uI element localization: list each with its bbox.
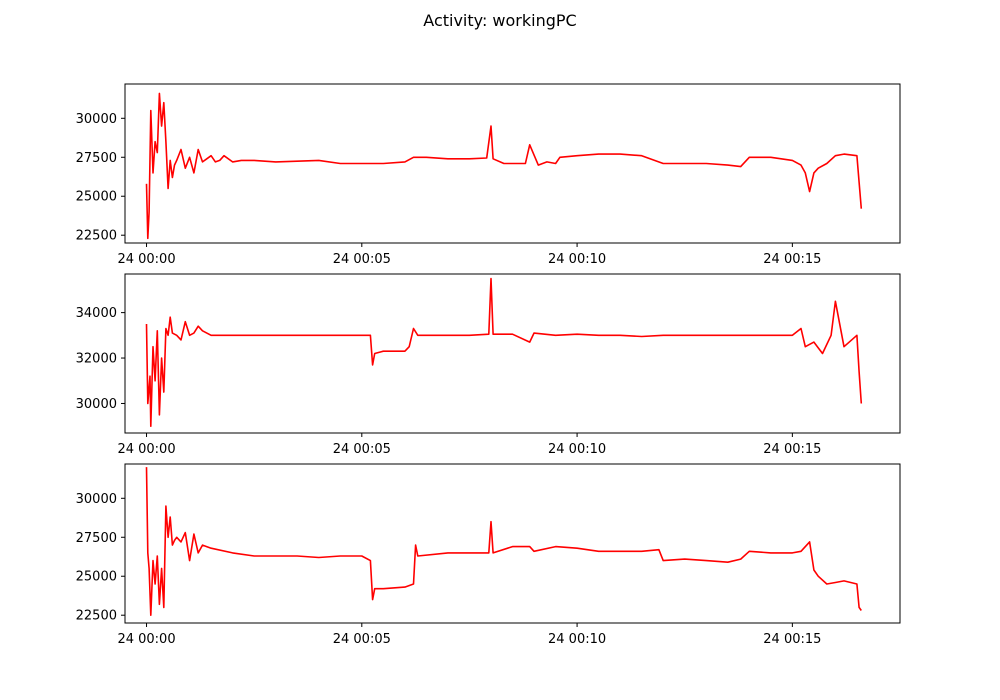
y-tick-label-1-1: 22500: [76, 229, 117, 244]
series-line-1-1: [145, 92, 863, 240]
x-tick-label-1-4: 24 00:15: [763, 252, 821, 267]
chart-title: Activity: workingPC: [423, 11, 577, 30]
y-tick-label-3-2: 25000: [76, 570, 117, 585]
x-tick-label-2-1: 24 00:00: [117, 442, 175, 457]
series-line-2-1: [145, 277, 863, 428]
y-tick-label-3-4: 30000: [76, 492, 117, 507]
y-tick-label-2-2: 32000: [76, 352, 117, 367]
y-tick-label-1-3: 27500: [76, 151, 117, 166]
x-tick-label-3-2: 24 00:05: [333, 632, 391, 647]
x-tick-label-1-3: 24 00:10: [548, 252, 606, 267]
y-tick-label-2-1: 30000: [76, 397, 117, 412]
subplot-3: 24 00:00 24 00:05 24 00:10 24 00:15 22500 250…: [76, 463, 901, 647]
x-tick-label-2-2: 24 00:05: [333, 442, 391, 457]
y-tick-label-3-3: 27500: [76, 531, 117, 546]
x-tick-label-3-1: 24 00:00: [117, 632, 175, 647]
axes-frame-3: [124, 463, 901, 624]
x-tick-label-3-3: 24 00:10: [548, 632, 606, 647]
y-tick-label-3-1: 22500: [76, 609, 117, 624]
y-tick-label-1-4: 30000: [76, 112, 117, 127]
subplot-2: 24 00:00 24 00:05 24 00:10 24 00:15 30000 320…: [76, 273, 901, 457]
axes-frame-1: [124, 83, 901, 244]
y-tick-label-2-3: 34000: [76, 306, 117, 321]
axes-frame-2: [124, 273, 901, 434]
y-tick-label-1-2: 25000: [76, 190, 117, 205]
series-line-3-1: [145, 467, 862, 617]
x-tick-label-3-4: 24 00:15: [763, 632, 821, 647]
subplot-1: 24 00:00 24 00:05 24 00:10 24 00:15 22500 250…: [76, 83, 901, 267]
x-tick-label-1-1: 24 00:00: [117, 252, 175, 267]
x-tick-label-2-3: 24 00:10: [548, 442, 606, 457]
x-tick-label-2-4: 24 00:15: [763, 442, 821, 457]
x-tick-label-1-2: 24 00:05: [333, 252, 391, 267]
